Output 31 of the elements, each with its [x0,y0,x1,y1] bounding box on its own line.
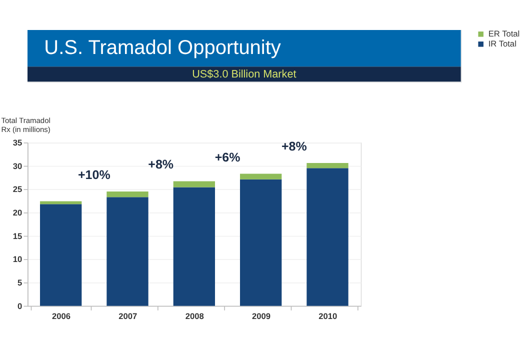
annotation: +6% [214,150,240,164]
legend-label: ER Total [488,28,520,39]
bar [306,163,348,168]
bar [173,181,215,188]
y-tick-label: 30 [12,160,22,171]
y-tick-label: 5 [17,277,22,288]
bar [240,179,282,306]
annotation: +8% [148,158,174,172]
y-tick-label: 25 [12,184,22,194]
y-tick-label: 0 [17,300,22,311]
x-tick-label: 2008 [185,310,204,321]
bar [173,187,215,306]
x-tick-label: 2007 [118,310,138,321]
bar [240,174,282,180]
chart-subtitle: US$3.0 Billion Market [192,68,296,80]
bar [40,204,82,306]
bar [106,192,148,198]
legend-label: IR Total [488,38,517,49]
annotation: +10% [78,168,110,182]
y-tick-label: 15 [12,230,22,241]
y-axis-title: Total Tramadol Rx (in millions) [1,116,51,134]
chart-title: U.S. Tramadol Opportunity [44,37,281,60]
x-tick-label: 2009 [252,310,271,321]
y-tick-label: 10 [12,254,22,264]
x-tick-label: 2006 [52,310,71,321]
bar [106,197,148,306]
y-tick-label: 20 [12,207,22,218]
bar [306,168,348,306]
annotation: +8% [281,140,307,154]
y-tick-label: 35 [12,137,22,148]
x-tick-label: 2010 [318,310,338,321]
